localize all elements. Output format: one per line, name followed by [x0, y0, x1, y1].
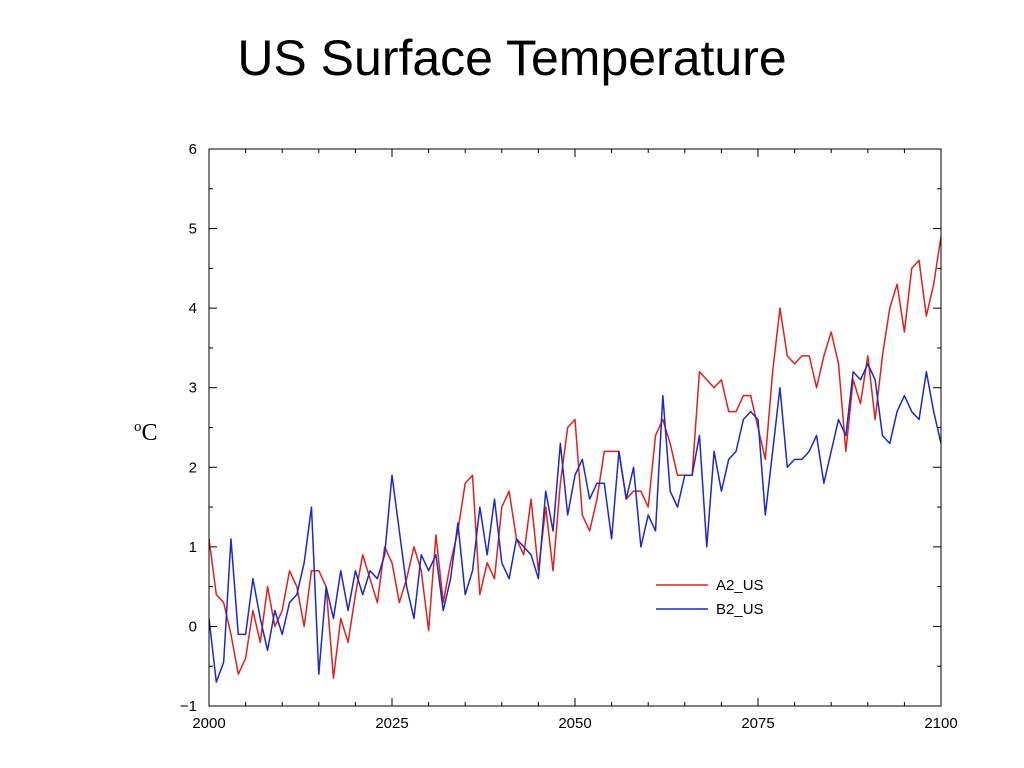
y-tick-label: 4: [189, 300, 197, 317]
y-axis-label-unit: C: [142, 420, 158, 446]
legend-label: B2_US: [716, 601, 764, 618]
x-tick-label: 2075: [741, 715, 774, 732]
x-tick-label: 2100: [924, 715, 957, 732]
y-axis-label: oC: [134, 419, 158, 446]
slide-title: US Surface Temperature: [237, 30, 787, 86]
series-line-a2-us: [209, 236, 941, 679]
series-layer: [209, 236, 941, 683]
y-tick-labels: −1 0 1 2 3 4 5 6: [180, 141, 197, 715]
y-tick-label: 3: [189, 380, 197, 397]
y-tick-label: −1: [180, 698, 197, 715]
x-tick-labels: 2000 2025 2050 2075 2100: [192, 715, 957, 732]
y-tick-label: 1: [189, 539, 197, 556]
y-tick-label: 6: [189, 141, 197, 158]
plot-area: [209, 236, 941, 683]
y-tick-label: 5: [189, 221, 197, 238]
y-tick-label: 0: [189, 618, 197, 635]
plot-frame: [208, 148, 942, 707]
series-line-b2-us: [209, 363, 941, 683]
x-tick-label: 2025: [375, 715, 408, 732]
y-axis-label-superscript: o: [134, 419, 142, 435]
x-tick-label: 2000: [192, 715, 225, 732]
legend-label: A2_US: [716, 577, 764, 594]
y-tick-label: 2: [189, 459, 197, 476]
x-tick-label: 2050: [558, 715, 591, 732]
legend: A2_US B2_US: [656, 577, 764, 618]
